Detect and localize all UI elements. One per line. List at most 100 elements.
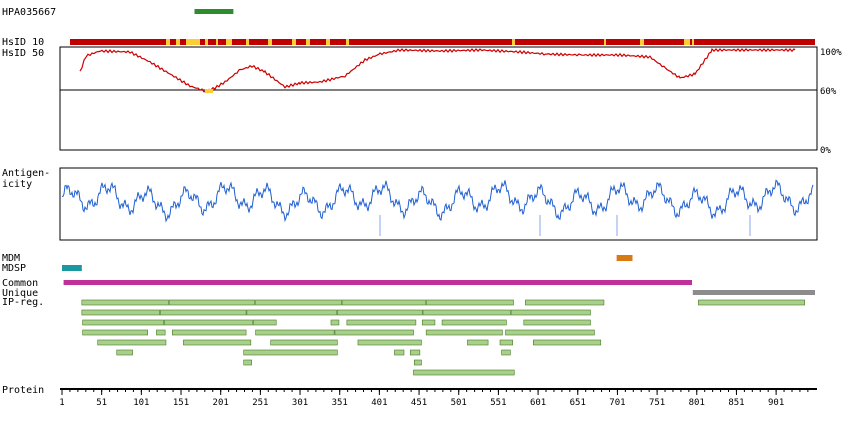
ipreg-segment xyxy=(156,329,166,336)
ipreg-segment xyxy=(330,319,340,326)
ruler-tick-label: 451 xyxy=(411,398,427,408)
ipreg-segment xyxy=(346,319,417,326)
ipreg-segment xyxy=(246,309,337,316)
unique-region-bar[interactable] xyxy=(692,290,815,295)
identity-curve-line xyxy=(79,47,796,93)
ruler-tick-label: 651 xyxy=(570,398,586,408)
ipreg-segment xyxy=(441,319,507,326)
ipreg-segment xyxy=(160,309,247,316)
antigenicity-label-2: icity xyxy=(2,179,32,190)
ipreg-segment xyxy=(499,339,513,346)
ipreg-segment xyxy=(501,349,511,356)
identity-curve xyxy=(79,47,796,93)
ruler-tick-label: 801 xyxy=(689,398,705,408)
antigenicity-label-1: Antigen- xyxy=(2,168,50,179)
ipreg-segment xyxy=(81,299,169,306)
ruler-tick-label: 501 xyxy=(451,398,467,408)
antigenicity-curve xyxy=(62,179,814,236)
ruler-tick-label: 101 xyxy=(133,398,149,408)
ipreg-unique-segment xyxy=(698,299,805,306)
ipreg-segment xyxy=(505,329,595,336)
ruler-tick-label: 851 xyxy=(728,398,744,408)
ruler-tick-label: 901 xyxy=(768,398,784,408)
mdsp-feature-bar[interactable] xyxy=(62,265,82,271)
ipreg-segment xyxy=(337,309,423,316)
identity-strip-segment xyxy=(684,39,690,45)
identity-axis-60: 60% xyxy=(820,87,837,97)
ipreg-segment xyxy=(164,319,253,326)
ipreg-segment xyxy=(425,329,503,336)
ipreg-segment xyxy=(510,309,591,316)
identity-strip-segment xyxy=(604,39,606,45)
ruler-tick-label: 551 xyxy=(490,398,506,408)
ruler-tick-label: 351 xyxy=(332,398,348,408)
ruler-tick-label: 401 xyxy=(371,398,387,408)
ruler-tick-label: 201 xyxy=(213,398,229,408)
ruler-tick-label: 751 xyxy=(649,398,665,408)
ipreg-segment xyxy=(467,339,489,346)
ipreg-segment xyxy=(413,369,515,376)
ruler-tick-label: 701 xyxy=(609,398,625,408)
identity-strip-segment xyxy=(205,39,208,45)
ruler-tick-label: 1 xyxy=(59,398,64,408)
antigen-region-bar[interactable] xyxy=(194,9,234,14)
identity-strip-segment xyxy=(176,39,180,45)
identity-strip-segment xyxy=(186,39,200,45)
identity-strip-segment xyxy=(216,39,218,45)
common-label: Common xyxy=(2,278,38,289)
identity-axis-100: 100% xyxy=(820,48,842,58)
ipreg-segment xyxy=(243,359,252,366)
mdm-feature-bar[interactable] xyxy=(616,255,633,261)
ipreg-segment xyxy=(425,299,514,306)
protein-label: Protein xyxy=(2,385,44,396)
antigenicity-line xyxy=(62,179,814,223)
identity-strip-base xyxy=(70,39,815,45)
ipreg-segment xyxy=(334,329,414,336)
ipreg-segment xyxy=(525,299,605,306)
ipreg-segment xyxy=(410,349,421,356)
identity-strip-segment xyxy=(326,39,330,45)
ruler-tick-label: 151 xyxy=(173,398,189,408)
ipreg-segment xyxy=(82,329,148,336)
identity-strip-segment xyxy=(246,39,249,45)
ruler-tick-label: 301 xyxy=(292,398,308,408)
identity-axis-0: 0% xyxy=(820,146,831,156)
ip-region-segments xyxy=(81,299,805,376)
ipreg-segment xyxy=(252,319,277,326)
identity-strip-segment xyxy=(226,39,232,45)
ipreg-segment xyxy=(394,349,405,356)
mdm-label: MDM xyxy=(2,253,20,264)
ipreg-segment xyxy=(168,299,256,306)
identity-strip-segment xyxy=(640,39,644,45)
ipreg-segment xyxy=(422,309,511,316)
ipreg-segment xyxy=(255,329,335,336)
common-region-bar[interactable] xyxy=(63,280,693,285)
ipreg-segment xyxy=(357,339,422,346)
ipreg-segment xyxy=(116,349,133,356)
ipreg-segment xyxy=(97,339,167,346)
ipreg-segment xyxy=(421,319,436,326)
protein-ruler: 1 51 101 151 201 251 301 351 401 451 501 551 601 651 7… xyxy=(59,389,809,408)
identity-strip-segment xyxy=(292,39,296,45)
ipreg-segment xyxy=(82,319,164,326)
ipreg-segment xyxy=(243,349,338,356)
identity-strip-segment xyxy=(268,39,272,45)
hsid50-label: HsID 50 xyxy=(2,48,44,59)
ruler-tick-label: 251 xyxy=(252,398,268,408)
identity-strip-segment xyxy=(692,39,694,45)
mdsp-label: MDSP xyxy=(2,263,26,274)
ipreg-segment xyxy=(413,359,422,366)
ipreg-segment xyxy=(533,339,602,346)
ipreg-segment xyxy=(183,339,252,346)
identity-dip-marker xyxy=(205,89,213,93)
antigenicity-plot-frame xyxy=(59,167,818,241)
ipreg-label: IP-reg. xyxy=(2,297,44,308)
identity-strip-segment xyxy=(166,39,170,45)
ruler-tick-label: 601 xyxy=(530,398,546,408)
ruler-tick-label: 51 xyxy=(96,398,107,408)
antibody-id: HPA035667 xyxy=(2,7,56,18)
hsid10-label: HsID 10 xyxy=(2,37,44,48)
identity-plot-frame xyxy=(59,46,818,151)
identity-strip-segment xyxy=(346,39,349,45)
